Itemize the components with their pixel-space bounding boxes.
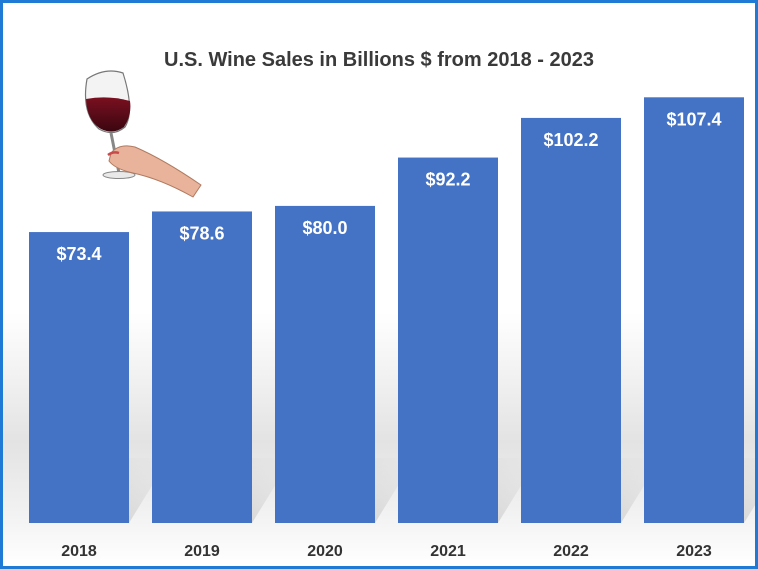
x-tick-2018: 2018 bbox=[61, 543, 97, 560]
chart-title: U.S. Wine Sales in Billions $ from 2018 … bbox=[164, 49, 594, 71]
data-label-2023: $107.4 bbox=[666, 109, 721, 129]
data-labels: $73.4 $78.6 $80.0 $92.2 $102.2 $107.4 bbox=[56, 109, 721, 264]
x-tick-2022: 2022 bbox=[553, 543, 589, 560]
bar-2021 bbox=[398, 157, 498, 523]
data-label-2021: $92.2 bbox=[425, 170, 470, 190]
data-label-2022: $102.2 bbox=[543, 130, 598, 150]
x-tick-2023: 2023 bbox=[676, 543, 712, 560]
data-label-2020: $80.0 bbox=[302, 218, 347, 238]
data-label-2018: $73.4 bbox=[56, 244, 101, 264]
bar-2019 bbox=[152, 211, 252, 523]
bars bbox=[29, 97, 744, 524]
x-tick-2019: 2019 bbox=[184, 543, 220, 560]
bar-2022 bbox=[521, 117, 621, 523]
x-tick-2021: 2021 bbox=[430, 543, 466, 560]
bar-2020 bbox=[275, 205, 375, 523]
wine-glass-image bbox=[18, 65, 218, 205]
bar-2018 bbox=[29, 232, 129, 523]
x-tick-2020: 2020 bbox=[307, 543, 343, 560]
bar-chart: $73.4$78.6 $80.0$92.2$102.2$107.4 2018 201… bbox=[18, 65, 755, 560]
bar-2023 bbox=[644, 97, 744, 524]
x-axis-ticks: 2018 2019 2020 2021 2022 2023 bbox=[61, 543, 712, 560]
data-label-2019: $78.6 bbox=[179, 223, 224, 243]
